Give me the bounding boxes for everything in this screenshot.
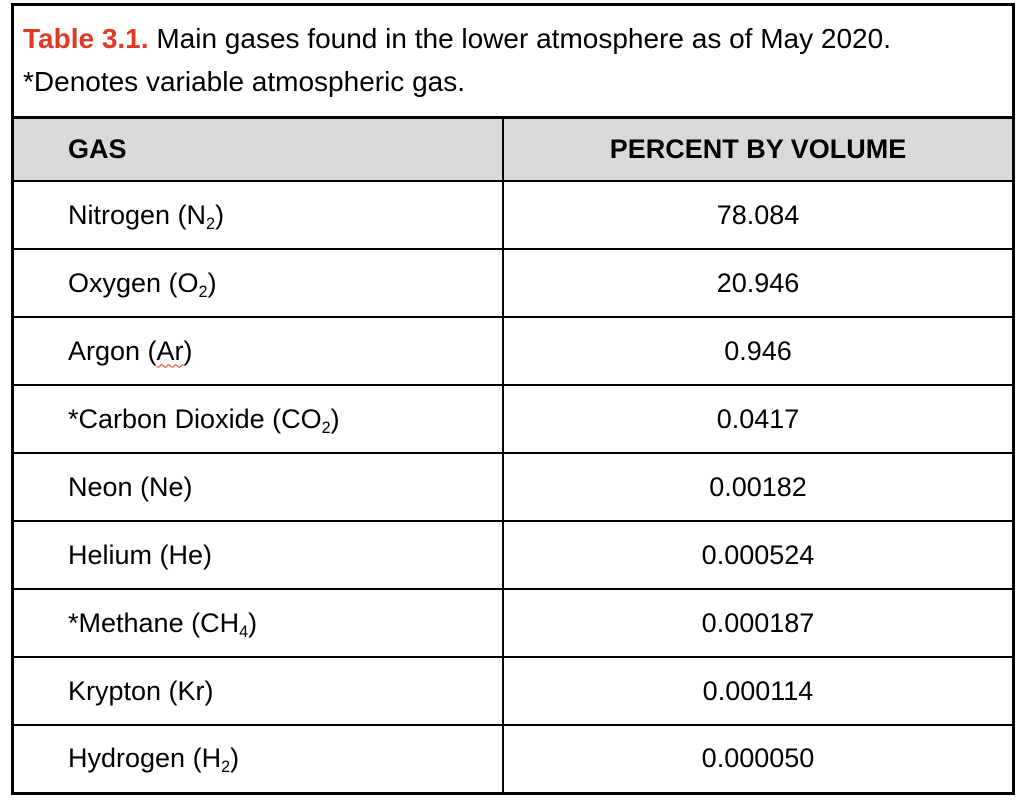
- gases-table: GAS PERCENT BY VOLUME Nitrogen (N2) 78.0…: [11, 119, 1015, 795]
- table-row: Nitrogen (N2) 78.084: [11, 180, 1015, 250]
- formula-subscript: 2: [198, 282, 208, 301]
- table-header-row: GAS PERCENT BY VOLUME: [11, 119, 1015, 182]
- table-row: Argon (Ar) 0.946: [11, 316, 1015, 386]
- gas-cell: *Carbon Dioxide (CO2): [11, 384, 504, 454]
- caption-line-2: *Denotes variable atmospheric gas.: [23, 60, 1003, 103]
- formula-subscript: 2: [221, 758, 231, 777]
- table-row: Oxygen (O2) 20.946: [11, 248, 1015, 318]
- value-cell: 0.000524: [501, 520, 1015, 590]
- table-row: *Methane (CH4) 0.000187: [11, 588, 1015, 658]
- caption-text: Main gases found in the lower atmosphere…: [148, 23, 891, 54]
- document-sheet: Table 3.1. Main gases found in the lower…: [11, 3, 1015, 795]
- gas-name-text: Nitrogen (N: [68, 199, 207, 230]
- percent-column-header: PERCENT BY VOLUME: [501, 119, 1015, 182]
- value-cell: 0.00182: [501, 452, 1015, 522]
- gas-name-text: Neon (Ne): [68, 471, 193, 502]
- table-row: Hydrogen (H2) 0.000050: [11, 724, 1015, 794]
- formula-subscript: 2: [321, 418, 331, 437]
- gas-name-text: ): [330, 403, 340, 434]
- gas-name-text: ): [215, 199, 225, 230]
- gas-cell: Argon (Ar): [11, 316, 504, 386]
- value-cell: 0.000114: [501, 656, 1015, 726]
- gas-name-text: Ar: [156, 335, 184, 366]
- table-row: Krypton (Kr) 0.000114: [11, 656, 1015, 726]
- gas-name-text: Hydrogen (H: [68, 743, 222, 774]
- caption-line-1: Table 3.1. Main gases found in the lower…: [23, 17, 1003, 60]
- table-body: Nitrogen (N2) 78.084 Oxygen (O2) 20.946 …: [11, 180, 1015, 794]
- table-row: Helium (He) 0.000524: [11, 520, 1015, 590]
- value-cell: 0.0417: [501, 384, 1015, 454]
- value-cell: 20.946: [501, 248, 1015, 318]
- value-cell: 78.084: [501, 180, 1015, 250]
- table-caption: Table 3.1. Main gases found in the lower…: [11, 3, 1015, 119]
- gas-cell: Neon (Ne): [11, 452, 504, 522]
- gas-cell: Hydrogen (H2): [11, 724, 504, 794]
- gas-cell: Krypton (Kr): [11, 656, 504, 726]
- gas-name-text: Krypton (Kr): [68, 675, 214, 706]
- table-row: Neon (Ne) 0.00182: [11, 452, 1015, 522]
- caption-label: Table 3.1.: [23, 23, 149, 54]
- gas-name-text: *Carbon Dioxide (CO: [68, 403, 322, 434]
- value-cell: 0.000187: [501, 588, 1015, 658]
- gas-name-text: ): [207, 267, 217, 298]
- gas-cell: Helium (He): [11, 520, 504, 590]
- value-cell: 0.946: [501, 316, 1015, 386]
- gas-cell: *Methane (CH4): [11, 588, 504, 658]
- formula-subscript: 2: [206, 214, 216, 233]
- gas-name-text: Oxygen (O: [68, 267, 199, 298]
- gas-column-header: GAS: [11, 119, 504, 182]
- formula-subscript: 4: [239, 622, 249, 641]
- gas-cell: Nitrogen (N2): [11, 180, 504, 250]
- gas-name-text: ): [248, 607, 258, 638]
- gas-name-text: Helium (He): [68, 539, 213, 570]
- gas-name-text: Argon (: [68, 335, 157, 366]
- gas-name-text: *Methane (CH: [68, 607, 240, 638]
- table-row: *Carbon Dioxide (CO2) 0.0417: [11, 384, 1015, 454]
- gas-name-text: ): [183, 335, 193, 366]
- value-cell: 0.000050: [501, 724, 1015, 794]
- gas-cell: Oxygen (O2): [11, 248, 504, 318]
- caption-footnote: *Denotes variable atmospheric gas.: [23, 66, 466, 97]
- gas-name-text: ): [230, 743, 240, 774]
